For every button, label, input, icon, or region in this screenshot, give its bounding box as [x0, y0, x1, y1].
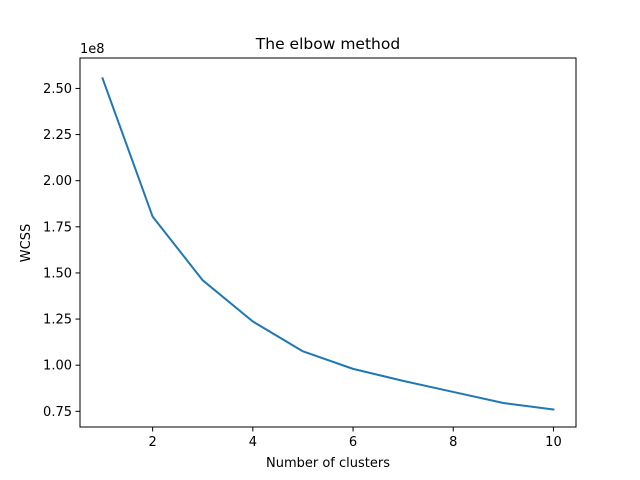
x-axis-label: Number of clusters: [266, 456, 390, 471]
plot-area: 2 4 6 8 10 0.75 1.00 1.25 1.50 1.75 2.00 2.25 2.50: [43, 57, 577, 450]
x-tick-label: 8: [449, 435, 457, 450]
y-tick-label: 2.25: [43, 128, 72, 143]
y-tick-label: 1.75: [43, 220, 72, 235]
y-tick-label: 1.25: [43, 313, 72, 328]
series-line-0: [101, 77, 555, 411]
y-tick-label: 2.50: [43, 82, 72, 97]
axes-frame: [79, 57, 577, 428]
chart-title: The elbow method: [255, 35, 400, 53]
y-tick-label: 1.50: [43, 266, 72, 281]
x-tick-label: 6: [349, 435, 357, 450]
x-tick-label: 2: [149, 435, 157, 450]
x-tick-label: 10: [545, 435, 562, 450]
y-offset-label: 1e8: [80, 42, 105, 57]
x-tick-label: 4: [249, 435, 257, 450]
y-tick-label: 2.00: [43, 174, 72, 189]
y-axis-label: WCSS: [19, 224, 34, 262]
y-tick-label: 1.00: [43, 359, 72, 374]
y-tick-label: 0.75: [43, 405, 72, 420]
